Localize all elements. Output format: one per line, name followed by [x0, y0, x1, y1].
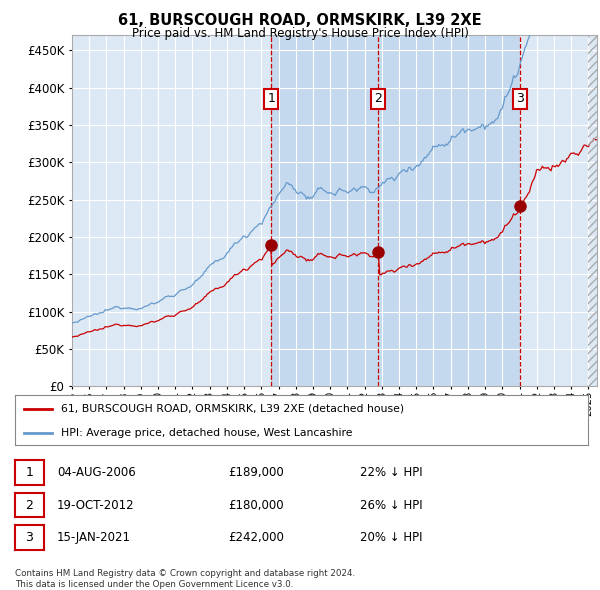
Text: 61, BURSCOUGH ROAD, ORMSKIRK, L39 2XE: 61, BURSCOUGH ROAD, ORMSKIRK, L39 2XE	[118, 13, 482, 28]
Text: 04-AUG-2006: 04-AUG-2006	[57, 466, 136, 479]
Text: Price paid vs. HM Land Registry's House Price Index (HPI): Price paid vs. HM Land Registry's House …	[131, 27, 469, 40]
Text: 2: 2	[374, 93, 382, 106]
Text: £189,000: £189,000	[228, 466, 284, 479]
Text: Contains HM Land Registry data © Crown copyright and database right 2024.
This d: Contains HM Land Registry data © Crown c…	[15, 569, 355, 589]
Text: 15-JAN-2021: 15-JAN-2021	[57, 531, 131, 544]
Text: £242,000: £242,000	[228, 531, 284, 544]
Text: £180,000: £180,000	[228, 499, 284, 512]
Text: 1: 1	[25, 466, 34, 479]
Text: 61, BURSCOUGH ROAD, ORMSKIRK, L39 2XE (detached house): 61, BURSCOUGH ROAD, ORMSKIRK, L39 2XE (d…	[61, 404, 404, 414]
Text: 3: 3	[516, 93, 524, 106]
Bar	[271, 35, 520, 386]
Text: 26% ↓ HPI: 26% ↓ HPI	[360, 499, 422, 512]
Text: 19-OCT-2012: 19-OCT-2012	[57, 499, 134, 512]
Text: 20% ↓ HPI: 20% ↓ HPI	[360, 531, 422, 544]
Text: 3: 3	[25, 531, 34, 544]
Text: 2: 2	[25, 499, 34, 512]
Text: 1: 1	[268, 93, 275, 106]
Text: HPI: Average price, detached house, West Lancashire: HPI: Average price, detached house, West…	[61, 428, 352, 438]
Text: 22% ↓ HPI: 22% ↓ HPI	[360, 466, 422, 479]
